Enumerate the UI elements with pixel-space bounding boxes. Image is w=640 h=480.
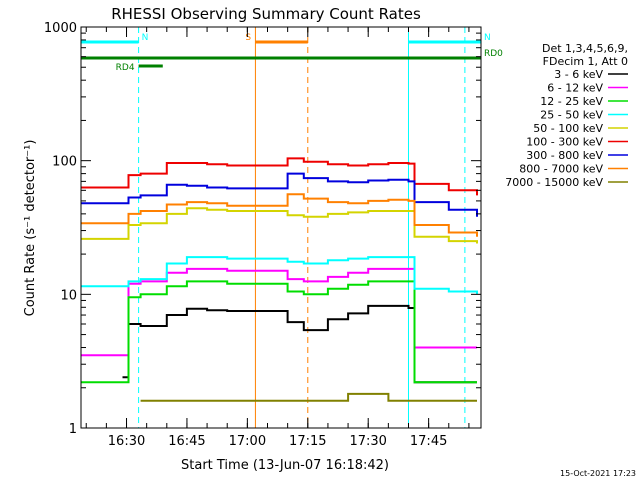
y-tick-label: 1000 [44, 21, 77, 36]
x-tick-label: 17:30 [349, 434, 386, 449]
series-line-5 [81, 157, 478, 196]
series-line-8 [140, 392, 477, 402]
series-line-7 [81, 193, 478, 237]
plot-frame [80, 26, 482, 429]
y-axis-label: Count Rate (s⁻¹ detector⁻¹) [23, 140, 38, 317]
annotation-label-2: RD0 [484, 49, 503, 59]
legend-label: 300 - 800 keV [526, 149, 603, 162]
x-axis-label: Start Time (13-Jun-07 16:18:42) [181, 458, 389, 473]
legend-label: 25 - 50 keV [540, 109, 603, 122]
x-tick-label: 16:30 [108, 434, 145, 449]
x-tick-label: 16:45 [168, 434, 205, 449]
legend-label: 7000 - 15000 keV [505, 176, 603, 189]
series-line-0 [122, 304, 477, 384]
annotation-label-3: RD4 [116, 63, 135, 73]
annotation-label-0: N [142, 33, 149, 43]
y-tick-label: 1 [69, 422, 77, 437]
annotation-label-4: S [245, 33, 251, 43]
y-tick-label: 100 [52, 155, 77, 170]
legend-label: 3 - 6 keV [554, 68, 603, 81]
x-tick-label: 17:15 [289, 434, 326, 449]
y-tick-label: 10 [60, 288, 77, 303]
x-tick-label: 17:00 [229, 434, 266, 449]
legend-label: 6 - 12 keV [547, 82, 603, 95]
chart-title: RHESSI Observing Summary Count Rates [111, 5, 421, 23]
series-line-2 [81, 280, 477, 384]
x-tick-label: 17:45 [410, 434, 447, 449]
legend-label: 800 - 7000 keV [519, 163, 603, 176]
legend-label: 100 - 300 keV [526, 136, 603, 149]
series-line-4 [81, 207, 478, 244]
annotation-label-1: N [484, 33, 491, 43]
legend-header-line: FDecim 1, Att 0 [543, 55, 628, 68]
legend-label: 12 - 25 keV [540, 95, 603, 108]
legend-label: 50 - 100 keV [533, 122, 603, 135]
series-line-6 [81, 172, 478, 217]
footer-date: 15-Oct-2021 17:23 [560, 469, 636, 478]
legend-header-line: Det 1,3,4,5,6,9, [542, 42, 628, 55]
series-line-3 [81, 256, 478, 295]
